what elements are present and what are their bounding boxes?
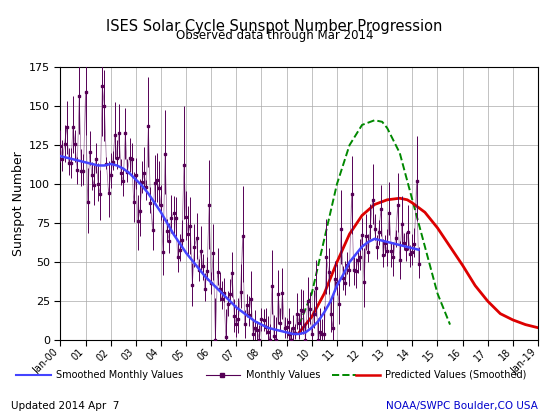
Text: Monthly Values: Monthly Values	[245, 370, 320, 380]
Y-axis label: Sunspot Number: Sunspot Number	[12, 151, 25, 256]
Text: Smoothed Monthly Values: Smoothed Monthly Values	[56, 370, 183, 380]
Text: Observed data through Mar 2014: Observed data through Mar 2014	[176, 29, 373, 42]
Text: NOAA/SWPC Boulder,CO USA: NOAA/SWPC Boulder,CO USA	[386, 401, 538, 411]
Text: ISES Solar Cycle Sunspot Number Progression: ISES Solar Cycle Sunspot Number Progress…	[107, 19, 442, 34]
Text: Predicted Values (Smoothed): Predicted Values (Smoothed)	[385, 370, 526, 380]
Text: Updated 2014 Apr  7: Updated 2014 Apr 7	[11, 401, 119, 411]
